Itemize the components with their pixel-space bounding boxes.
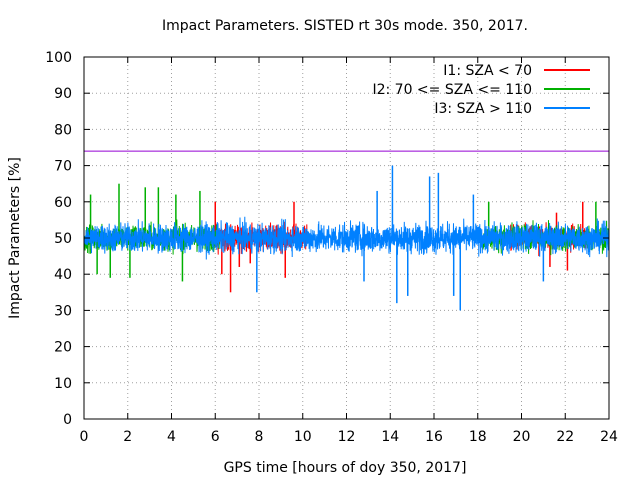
y-tick-label: 60	[54, 195, 72, 211]
x-tick-label: 16	[425, 429, 443, 445]
x-tick-label: 20	[513, 429, 531, 445]
y-tick-label: 20	[54, 340, 72, 356]
y-tick-label: 0	[63, 412, 72, 428]
x-tick-label: 0	[80, 429, 89, 445]
chart-title: Impact Parameters. SISTED rt 30s mode. 3…	[162, 18, 528, 34]
y-tick-label: 50	[54, 231, 72, 247]
legend: I1: SZA < 70 I2: 70 <= SZA <= 110 I3: SZA …	[372, 63, 590, 117]
y-tick-label: 70	[54, 159, 72, 175]
x-tick-label: 14	[381, 429, 399, 445]
series-3	[83, 165, 610, 311]
y-tick-label: 80	[54, 122, 72, 138]
x-axis-label: GPS time [hours of doy 350, 2017]	[224, 460, 467, 476]
legend-label: I2: 70 <= SZA <= 110	[372, 82, 532, 98]
y-tick-label: 100	[45, 50, 72, 66]
x-tick-label: 22	[556, 429, 574, 445]
x-tick-label: 12	[338, 429, 356, 445]
x-tick-label: 8	[255, 429, 264, 445]
y-tick-label: 40	[54, 267, 72, 283]
x-tick-label: 2	[123, 429, 132, 445]
x-tick-label: 18	[469, 429, 487, 445]
y-tick-label: 10	[54, 376, 72, 392]
x-tick-label: 6	[211, 429, 220, 445]
legend-label: I3: SZA > 110	[434, 101, 532, 117]
y-tick-label: 90	[54, 86, 72, 102]
y-tick-label: 30	[54, 303, 72, 319]
x-tick-label: 10	[294, 429, 312, 445]
tick-layer: 0 2 4 6 8 10 12 14 16 18 20 22 240102030405060708090…	[45, 50, 618, 445]
series-line-3	[83, 216, 610, 260]
y-axis-label: Impact Parameters [%]	[7, 157, 23, 319]
x-tick-label: 24	[600, 429, 618, 445]
x-tick-label: 4	[167, 429, 176, 445]
series-layer	[83, 165, 610, 311]
legend-label: I1: SZA < 70	[443, 63, 532, 79]
